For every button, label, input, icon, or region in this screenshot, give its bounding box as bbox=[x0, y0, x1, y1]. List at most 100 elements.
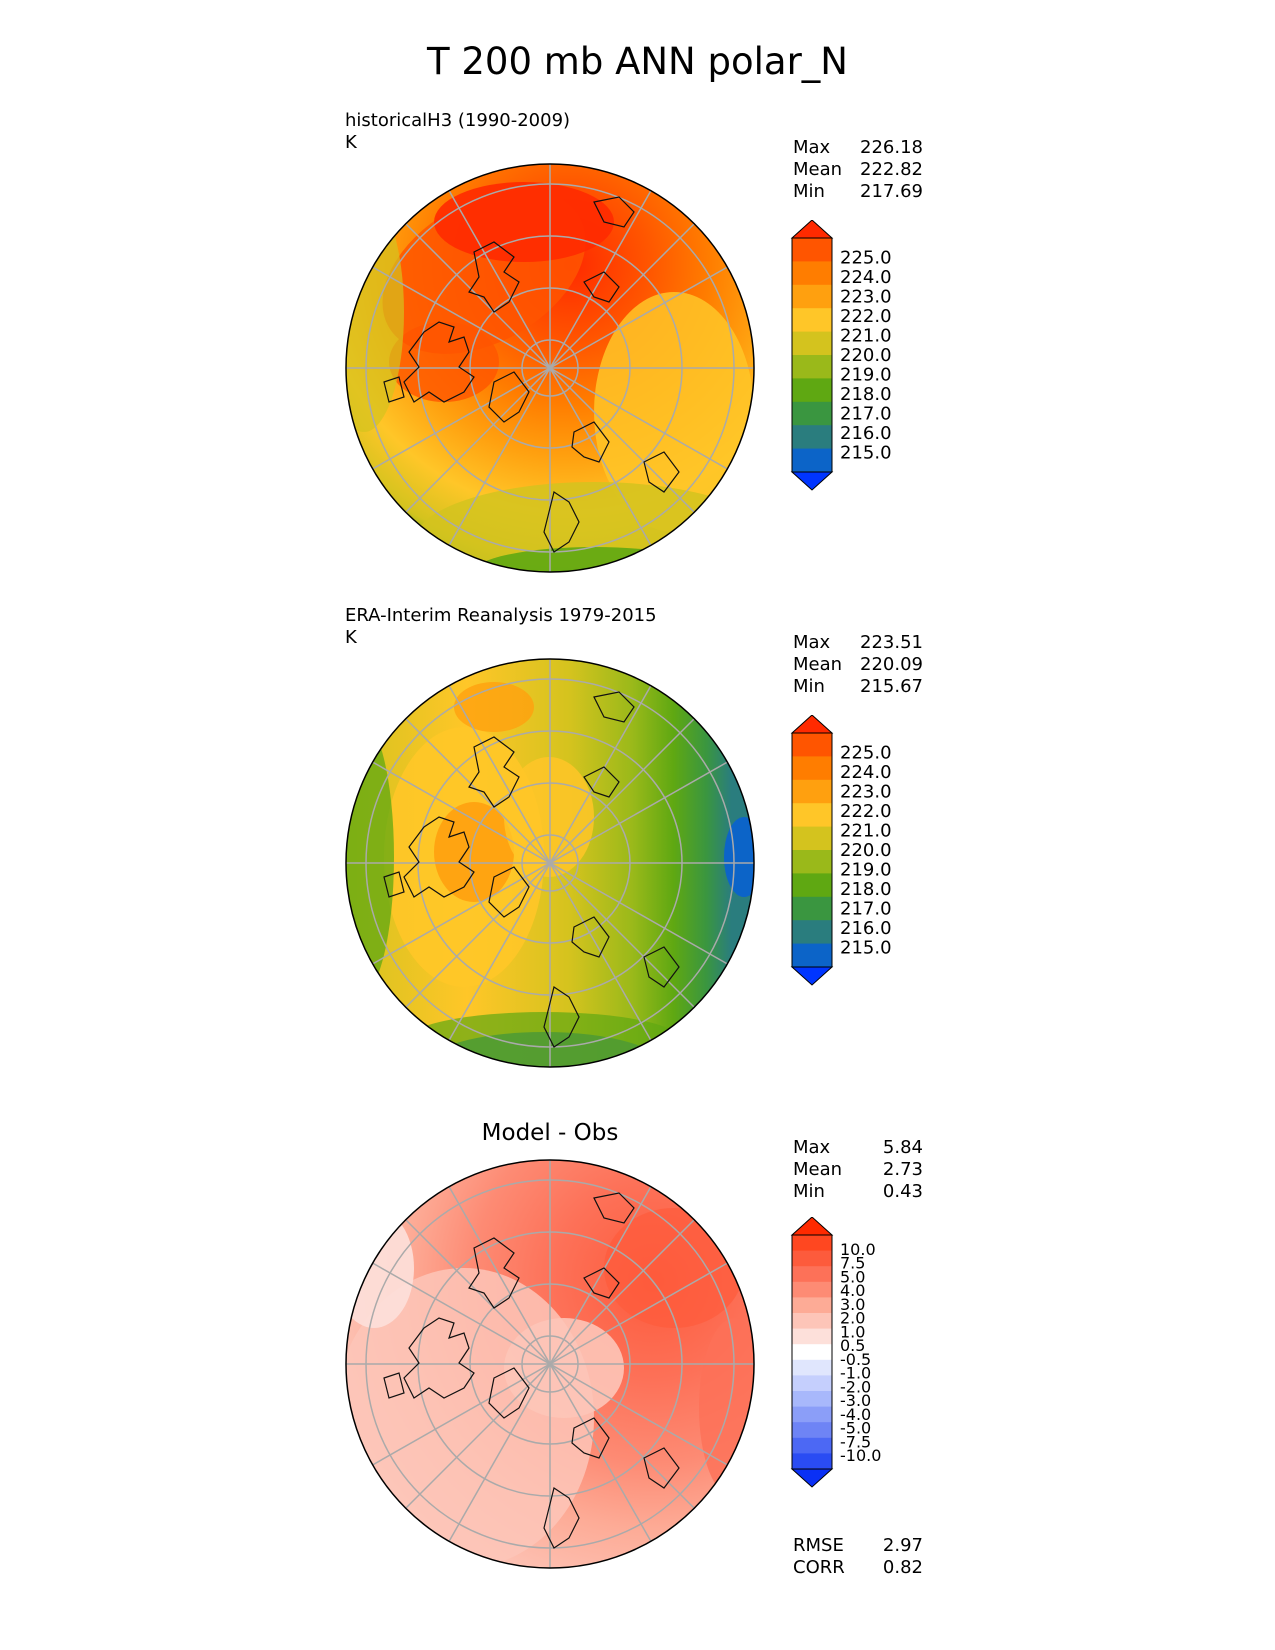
colorbar-tick-label: 216.0 bbox=[840, 918, 892, 939]
panel-ref: ERA-Interim Reanalysis 1979-2015 K Max 22… bbox=[0, 605, 1275, 1075]
colorbar-swatch bbox=[792, 1344, 832, 1361]
colorbar-tick-label: 1.0 bbox=[840, 1322, 865, 1341]
colorbar-extend-bottom bbox=[790, 966, 834, 986]
panel-diff: Model - Obs Max 5.84 Mean 2.73 Min 0.43 bbox=[0, 1120, 1275, 1590]
colorbar-swatch bbox=[792, 378, 832, 403]
colorbar-swatch bbox=[792, 896, 832, 921]
colorbar-extend-top bbox=[790, 220, 834, 239]
colorbar-tick-label: 217.0 bbox=[840, 404, 892, 425]
stat-mean: 220.09 bbox=[860, 654, 923, 675]
colorbar-tick-label: 0.5 bbox=[840, 1336, 865, 1355]
colorbar-swatch bbox=[792, 873, 832, 898]
figure-title: T 200 mb ANN polar_N bbox=[427, 40, 848, 83]
colorbar-tick-label: 5.0 bbox=[840, 1267, 865, 1286]
colorbar-tick-label: 216.0 bbox=[840, 423, 892, 444]
colorbar-swatch bbox=[792, 943, 832, 968]
colorbar-tick-label: 4.0 bbox=[840, 1281, 865, 1300]
colorbar-tick-label: 220.0 bbox=[840, 840, 892, 861]
colorbar-swatch bbox=[792, 1391, 832, 1408]
colorbar-tick-label: 7.5 bbox=[840, 1254, 865, 1273]
colorbar-swatch bbox=[792, 1250, 832, 1267]
colorbar-tick-label: 221.0 bbox=[840, 821, 892, 842]
stat-max: 226.18 bbox=[860, 137, 923, 158]
corr-label: CORR bbox=[793, 1557, 845, 1578]
colorbar-tick-label: -3.0 bbox=[840, 1391, 871, 1410]
colorbar-swatch bbox=[792, 803, 832, 828]
colorbar-swatch bbox=[792, 1313, 832, 1330]
colorbar-swatch bbox=[792, 1235, 832, 1252]
colorbar-extend-bottom bbox=[790, 1468, 834, 1488]
stat-min-label: Min bbox=[793, 676, 825, 697]
corr-value: 0.82 bbox=[882, 1557, 923, 1578]
panel-test-units: K bbox=[345, 132, 357, 153]
stat-mean: 2.73 bbox=[882, 1159, 923, 1180]
stat-max-label: Max bbox=[793, 1137, 831, 1158]
colorbar-outline bbox=[791, 732, 833, 968]
stat-max-label: Max bbox=[793, 137, 831, 158]
colorbar-tick-label: 3.0 bbox=[840, 1295, 865, 1314]
colorbar-swatch bbox=[792, 448, 832, 473]
stat-max: 223.51 bbox=[860, 632, 923, 653]
colorbar-tick-label: 225.0 bbox=[840, 743, 892, 764]
colorbar-tick-label: 222.0 bbox=[840, 801, 892, 822]
colorbar-swatch bbox=[792, 1453, 832, 1470]
colorbar-swatch bbox=[792, 733, 832, 757]
rmse-value: 2.97 bbox=[882, 1535, 923, 1556]
colorbar-tick-label: 222.0 bbox=[840, 306, 892, 327]
colorbar-tick-label: 221.0 bbox=[840, 326, 892, 347]
stat-mean: 222.82 bbox=[860, 159, 923, 180]
colorbar-tick-label: -1.0 bbox=[840, 1364, 871, 1383]
colorbar-tick-label: 219.0 bbox=[840, 860, 892, 881]
panel-ref-units: K bbox=[345, 627, 357, 648]
panel-diff-stats: Max 5.84 Mean 2.73 Min 0.43 bbox=[793, 1137, 923, 1203]
panel-test-title-line1: historicalH3 (1990-2009) bbox=[345, 110, 571, 131]
panel-test-stats: Max 226.18 Mean 222.82 Min 217.69 bbox=[793, 137, 923, 203]
colorbar-swatch bbox=[792, 331, 832, 356]
colorbar-tick-label: 215.0 bbox=[840, 443, 892, 464]
polar-map-test bbox=[345, 163, 755, 573]
colorbar-tick-label: 2.0 bbox=[840, 1309, 865, 1328]
colorbar-diff: 10.07.55.04.03.02.01.00.5-0.5-1.0-2.0-3.… bbox=[790, 1217, 881, 1488]
colorbar-outline bbox=[791, 1234, 833, 1470]
colorbar-swatch bbox=[792, 261, 832, 286]
colorbar-extend-bottom bbox=[790, 471, 834, 491]
colorbar-tick-label: 218.0 bbox=[840, 879, 892, 900]
panel-test: historicalH3 (1990-2009) K Max 226.18 Mea… bbox=[0, 110, 1275, 580]
colorbar-test: 225.0224.0223.0222.0221.0220.0219.0218.0… bbox=[790, 220, 892, 491]
colorbar-tick-label: 219.0 bbox=[840, 365, 892, 386]
colorbar-tick-label: -10.0 bbox=[840, 1446, 881, 1465]
panel-ref-title-line1: ERA-Interim Reanalysis 1979-2015 bbox=[345, 605, 657, 626]
colorbar-swatch bbox=[792, 355, 832, 379]
stat-mean-label: Mean bbox=[793, 159, 843, 180]
colorbar-extend-top bbox=[790, 715, 834, 734]
colorbar-swatch bbox=[792, 308, 832, 333]
colorbar-swatch bbox=[792, 1437, 832, 1454]
colorbar-swatch bbox=[792, 1266, 832, 1283]
colorbar-tick-label: -2.0 bbox=[840, 1377, 871, 1396]
colorbar-swatch bbox=[792, 920, 832, 945]
colorbar-swatch bbox=[792, 1375, 832, 1392]
colorbar-tick-label: 223.0 bbox=[840, 287, 892, 308]
polar-map-diff bbox=[345, 1159, 755, 1569]
panel-diff-title: Model - Obs bbox=[481, 1120, 619, 1146]
colorbar-swatch bbox=[792, 1406, 832, 1423]
colorbar-swatch bbox=[792, 284, 832, 309]
colorbar-outline bbox=[791, 237, 833, 473]
colorbar-extend-top bbox=[790, 1217, 834, 1236]
stat-mean-label: Mean bbox=[793, 1159, 843, 1180]
polar-map-ref bbox=[345, 658, 755, 1068]
stat-min-label: Min bbox=[793, 181, 825, 202]
colorbar-tick-label: -5.0 bbox=[840, 1419, 871, 1438]
colorbar-swatch bbox=[792, 850, 832, 874]
colorbar-swatch bbox=[792, 1328, 832, 1345]
stat-max-label: Max bbox=[793, 632, 831, 653]
stat-max: 5.84 bbox=[882, 1137, 923, 1158]
colorbar-tick-label: 223.0 bbox=[840, 782, 892, 803]
colorbar-swatch bbox=[792, 826, 832, 851]
colorbar-tick-label: 10.0 bbox=[840, 1240, 876, 1259]
panel-ref-stats: Max 223.51 Mean 220.09 Min 215.67 bbox=[793, 632, 923, 698]
colorbar-swatch bbox=[792, 1297, 832, 1314]
panel-diff-bottom-stats: RMSE 2.97 CORR 0.82 bbox=[793, 1535, 923, 1579]
colorbar-tick-label: -4.0 bbox=[840, 1405, 871, 1424]
colorbar-swatch bbox=[792, 756, 832, 781]
